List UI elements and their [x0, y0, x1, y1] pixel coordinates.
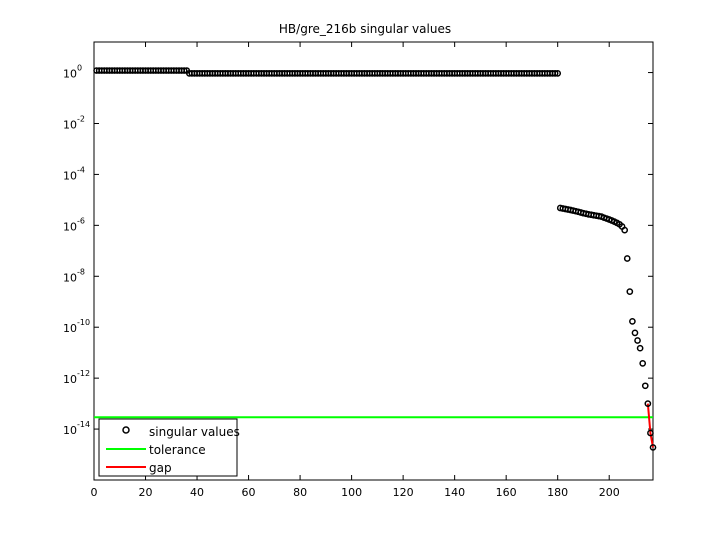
- singular-value-point: [639, 360, 647, 367]
- x-tick-label: 180: [547, 486, 568, 499]
- singular-value-point: [647, 429, 654, 437]
- legend-label-singular-values: singular values: [149, 425, 240, 439]
- x-tick-label: 100: [341, 486, 362, 499]
- legend: singular values tolerance gap: [98, 418, 240, 477]
- chart-title: HB/gre_216b singular values: [279, 22, 451, 36]
- singular-value-point: [649, 444, 657, 451]
- singular-value-point: [554, 70, 562, 77]
- x-tick-label: 40: [190, 486, 204, 499]
- singular-values-series: [93, 67, 657, 451]
- y-tick-label: 100: [63, 64, 82, 81]
- singular-value-point: [644, 400, 652, 407]
- gap-line: [646, 403, 654, 448]
- legend-marker-singular-values: [122, 426, 130, 434]
- y-tick-label: 10-10: [63, 318, 90, 335]
- y-tick-label: 10-2: [63, 114, 85, 131]
- singular-value-point: [623, 255, 631, 262]
- x-tick-label: 20: [139, 486, 153, 499]
- y-tick-label: 10-12: [63, 369, 90, 386]
- singular-value-point: [634, 337, 641, 344]
- y-tick-label: 10-4: [63, 165, 85, 182]
- singular-value-point: [180, 67, 188, 74]
- singular-value-point: [629, 317, 636, 325]
- y-tick-label: 10-6: [63, 216, 85, 233]
- legend-label-gap: gap: [149, 461, 172, 475]
- plot-area: [93, 41, 654, 481]
- x-tick-label: 120: [393, 486, 414, 499]
- y-tick-label: 10-14: [63, 420, 90, 437]
- x-tick-label: 80: [293, 486, 307, 499]
- singular-value-point: [551, 70, 559, 77]
- singular-value-point: [641, 382, 649, 390]
- x-tick-label: 160: [496, 486, 517, 499]
- x-tick-label: 60: [242, 486, 256, 499]
- singular-value-point: [636, 344, 644, 352]
- y-tick-label: 10-8: [63, 267, 85, 284]
- singular-value-point: [631, 329, 639, 337]
- x-tick-label: 200: [599, 486, 620, 499]
- singular-value-point: [621, 226, 629, 234]
- gap-series: [646, 403, 654, 448]
- singular-value-point: [626, 288, 634, 295]
- x-tick-label: 0: [91, 486, 98, 499]
- x-tick-label: 140: [444, 486, 465, 499]
- legend-label-tolerance: tolerance: [149, 443, 206, 457]
